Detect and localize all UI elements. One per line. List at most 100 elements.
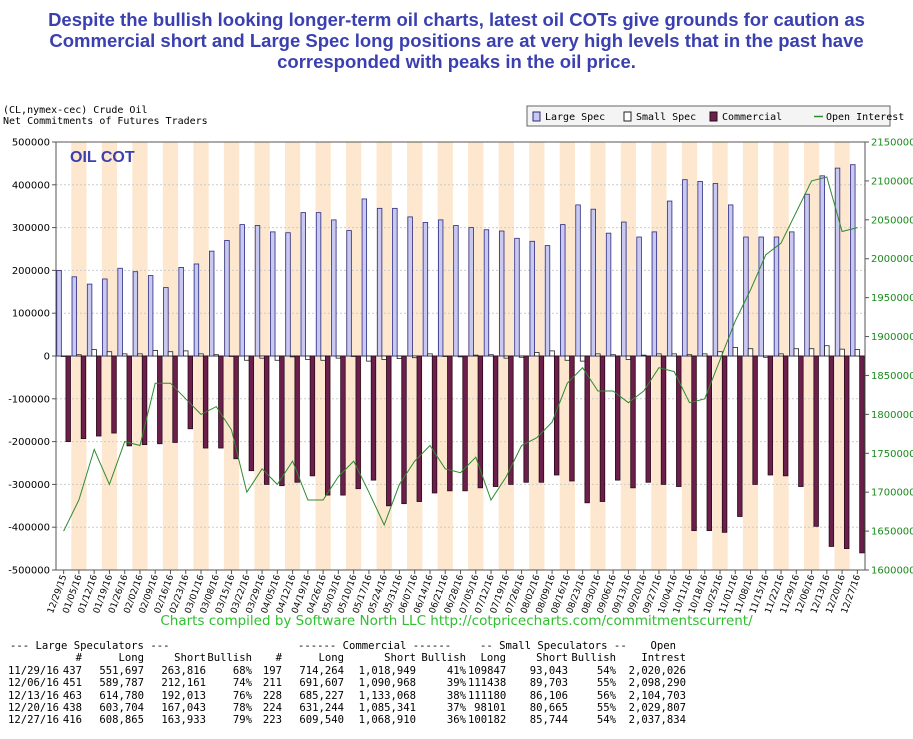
large-spec-bar xyxy=(193,263,200,357)
cell-oi: 2,098,290 xyxy=(628,677,686,690)
col-large-count: # xyxy=(75,652,82,665)
large-spec-bar xyxy=(331,219,337,357)
large-spec-bar xyxy=(224,240,230,357)
large-spec-bar xyxy=(117,267,123,357)
small-spec-bar xyxy=(396,355,403,359)
small-spec-bar xyxy=(640,354,647,357)
large-spec-bar xyxy=(727,204,734,357)
header-small-speculators: -- Small Speculators -- xyxy=(480,640,627,652)
cell-ls-n: 463 xyxy=(62,689,82,702)
small-spec-bar xyxy=(412,355,418,359)
small-spec-bar xyxy=(305,355,311,360)
commercial-bar xyxy=(599,355,606,502)
commercial-bar xyxy=(157,355,163,445)
small-spec-bar xyxy=(579,355,586,362)
commercial-bar xyxy=(279,355,285,487)
right-tick-label: 2000000 xyxy=(871,254,913,265)
headline: Despite the bullish looking longer-term … xyxy=(0,9,913,72)
small-spec-bar xyxy=(320,355,326,361)
right-tick-label: 1800000 xyxy=(871,410,913,421)
cell-ss-bull: 56% xyxy=(596,689,616,702)
small-spec-bar xyxy=(793,348,800,357)
cell-ss-long: 98101 xyxy=(474,701,506,714)
large-spec-bar xyxy=(483,229,490,357)
commercial-bar xyxy=(370,355,377,481)
small-spec-bar xyxy=(503,355,509,359)
large-spec-bar xyxy=(499,230,505,357)
large-spec-bar xyxy=(789,231,795,357)
small-spec-bar xyxy=(137,353,143,357)
small-spec-bar xyxy=(213,354,219,357)
commercial-bar xyxy=(859,355,865,554)
col-large-long: Long xyxy=(118,652,144,665)
commercial-bar xyxy=(309,355,316,477)
cell-c-n: 224 xyxy=(262,701,282,714)
cell-c-bull: 41% xyxy=(446,664,466,677)
large-spec-bar xyxy=(697,180,703,357)
cell-ls-bull: 76% xyxy=(232,689,252,702)
legend-swatch-commercial xyxy=(709,111,718,122)
large-spec-bar xyxy=(300,212,306,357)
commercial-bar xyxy=(462,355,468,492)
left-tick-label: -500000 xyxy=(8,566,50,577)
left-tick-label: 400000 xyxy=(12,180,50,191)
large-spec-bar xyxy=(712,183,719,357)
large-spec-bar xyxy=(819,175,825,357)
small-spec-bar xyxy=(167,351,174,357)
small-spec-bar xyxy=(335,355,342,359)
commercial-bar xyxy=(721,355,728,533)
right-tick-label: 2050000 xyxy=(871,215,913,226)
col-small-short: Short xyxy=(536,652,568,665)
table-row: 11/29/16 437 551,697 263,816 68% 197 714,264 1,… xyxy=(8,665,908,677)
legend-swatch-small-spec xyxy=(623,111,632,122)
cell-date: 11/29/16 xyxy=(8,664,60,677)
large-spec-bar xyxy=(514,237,520,357)
large-spec-bar xyxy=(285,232,291,357)
commercial-bar xyxy=(187,355,194,430)
left-tick-label: 200000 xyxy=(12,266,50,277)
commercial-bar xyxy=(233,355,239,460)
small-spec-bar xyxy=(854,349,861,357)
small-spec-bar xyxy=(686,354,693,357)
cell-c-n: 228 xyxy=(262,689,282,702)
cell-ls-long: 589,787 xyxy=(99,677,144,690)
large-spec-bar xyxy=(834,167,841,357)
small-spec-bar xyxy=(183,350,189,357)
cell-ss-short: 85,744 xyxy=(529,714,568,727)
cell-ls-short: 163,933 xyxy=(161,714,206,727)
large-spec-bar xyxy=(315,212,322,357)
cell-c-long: 714,264 xyxy=(299,664,344,677)
commercial-bar xyxy=(630,355,636,489)
small-spec-bar xyxy=(121,353,128,357)
cell-ls-bull: 74% xyxy=(232,677,252,690)
small-spec-bar xyxy=(595,353,601,357)
right-tick-label: 1650000 xyxy=(871,527,913,538)
table-row: 12/20/16 438 603,704 167,043 78% 224 631,244 1,… xyxy=(8,702,908,714)
commercial-bar xyxy=(767,355,774,476)
cell-c-long: 691,607 xyxy=(299,677,344,690)
col-large-short: Short xyxy=(174,652,206,665)
small-spec-bar xyxy=(473,354,479,357)
small-spec-bar xyxy=(259,355,265,359)
credit-line: Charts compiled by Software North LLC ht… xyxy=(160,613,753,629)
cell-ls-bull: 79% xyxy=(232,714,252,727)
table-header-row-2: # Long Short Bullish # Long Short Bullis… xyxy=(8,652,908,664)
cell-date: 12/06/16 xyxy=(8,677,60,690)
cell-date: 12/13/16 xyxy=(8,689,60,702)
cell-ls-n: 451 xyxy=(62,677,82,690)
table-row: 12/06/16 451 589,787 212,161 74% 211 691,607 1,… xyxy=(8,677,908,689)
commercial-bar xyxy=(248,355,255,472)
small-spec-bar xyxy=(656,353,662,357)
left-tick-label: -100000 xyxy=(8,394,50,405)
commercial-bar xyxy=(691,355,697,532)
small-spec-bar xyxy=(152,350,158,357)
commercial-bar xyxy=(477,355,484,489)
right-tick-label: 2150000 xyxy=(871,138,913,149)
commercial-bar xyxy=(706,355,712,532)
col-commercial-long: Long xyxy=(318,652,344,665)
large-spec-bar xyxy=(850,164,856,357)
large-spec-bar xyxy=(132,271,139,357)
large-spec-bar xyxy=(71,276,78,357)
commercial-bar xyxy=(523,355,529,483)
legend-label: Commercial xyxy=(722,112,782,123)
